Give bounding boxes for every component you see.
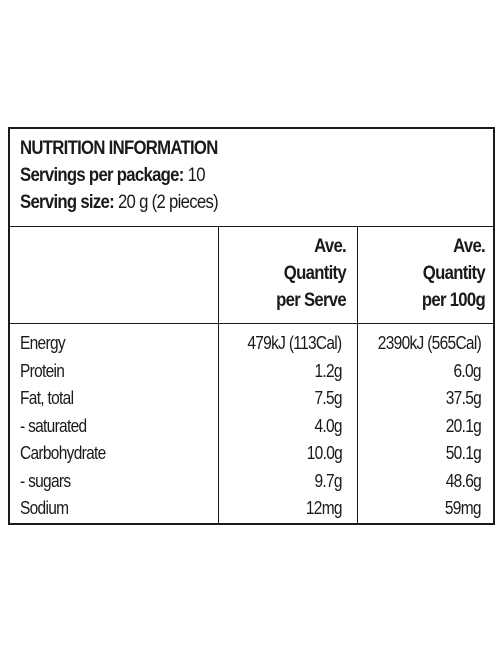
per-serve-value: 12mg <box>306 498 343 518</box>
table-row: - saturated 4.0g 20.1g <box>10 413 493 441</box>
nutrient-name: Sodium <box>20 498 69 518</box>
per-100g-value: 20.1g <box>445 415 482 436</box>
per-serve-value: 10.0g <box>306 443 343 463</box>
column-header-line: Ave. <box>314 236 347 257</box>
nutrient-rows: Energy 479kJ (113Cal) 2390kJ (565Cal) Pr… <box>10 330 493 523</box>
column-header-line: Quantity <box>422 263 486 284</box>
nutrient-name: Energy <box>20 333 66 353</box>
per-100g-value: 2390kJ (565Cal) <box>377 333 482 353</box>
per-100g-value: 59mg <box>445 498 482 518</box>
panel-header: NUTRITION INFORMATION Servings per packa… <box>10 129 493 227</box>
nutrient-name: - sugars <box>20 470 71 491</box>
nutrient-name: Protein <box>20 360 65 381</box>
per-serve-value: 9.7g <box>314 470 343 491</box>
column-header-per-100g: Ave. Quantity per 100g <box>360 233 486 319</box>
table-row: Protein 1.2g 6.0g <box>10 358 493 386</box>
serving-size: Serving size: 20 g (2 pieces) <box>20 189 436 216</box>
table-row: - sugars 9.7g 48.6g <box>10 468 493 496</box>
serving-size-value: 20 g (2 pieces) <box>117 192 219 213</box>
per-100g-value: 6.0g <box>453 360 482 381</box>
servings-per-package: Servings per package: 10 <box>20 162 436 189</box>
column-header-per-serve: Ave. Quantity per Serve <box>220 233 347 319</box>
serving-size-label: Serving size: <box>20 192 115 213</box>
column-header-line: Quantity <box>283 263 347 284</box>
column-header-line: Ave. <box>453 236 486 257</box>
per-serve-value: 1.2g <box>314 360 343 381</box>
nutrient-name: Carbohydrate <box>20 443 106 463</box>
servings-value: 10 <box>187 165 206 186</box>
panel-title: NUTRITION INFORMATION <box>20 138 218 159</box>
servings-label: Servings per package: <box>20 165 184 186</box>
header-divider <box>10 323 493 324</box>
per-100g-value: 48.6g <box>445 470 482 491</box>
per-serve-value: 4.0g <box>314 415 343 436</box>
column-header-line: per 100g <box>421 290 486 311</box>
per-serve-value: 7.5g <box>314 388 343 408</box>
nutrient-name: Fat, total <box>20 388 74 408</box>
nutrition-panel: NUTRITION INFORMATION Servings per packa… <box>8 127 495 525</box>
column-divider <box>218 227 219 523</box>
per-100g-value: 37.5g <box>445 388 482 408</box>
per-serve-value: 479kJ (113Cal) <box>247 333 343 353</box>
table-row: Energy 479kJ (113Cal) 2390kJ (565Cal) <box>10 330 493 358</box>
table-row: Carbohydrate 10.0g 50.1g <box>10 440 493 468</box>
per-100g-value: 50.1g <box>445 443 482 463</box>
column-header-line: per Serve <box>276 290 347 311</box>
table-row: Sodium 12mg 59mg <box>10 495 493 523</box>
table-row: Fat, total 7.5g 37.5g <box>10 385 493 413</box>
column-divider <box>357 227 358 523</box>
nutrient-name: - saturated <box>20 415 87 436</box>
